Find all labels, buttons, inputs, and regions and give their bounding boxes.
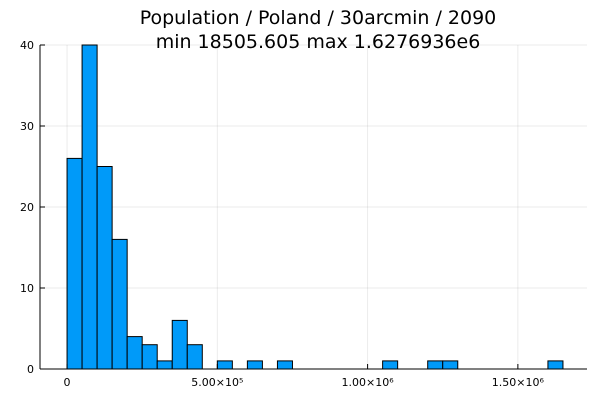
chart-subtitle: min 18505.605 max 1.6276936e6 xyxy=(156,31,481,53)
histogram-bar-12 xyxy=(382,360,399,370)
y-tick-label-0: 0 xyxy=(27,363,34,376)
x-tick-label-1: 5.00×10⁵ xyxy=(191,376,243,389)
histogram-bar-15 xyxy=(547,360,564,370)
y-axis-ticks: 0 10 20 30 40 xyxy=(20,39,45,376)
histogram-bar-10 xyxy=(246,360,263,370)
histogram-bar-11 xyxy=(276,360,293,370)
histogram-bar-14 xyxy=(442,360,459,370)
histogram-bar-2 xyxy=(96,166,113,370)
histogram-bar-3 xyxy=(111,238,128,370)
y-tick-label-3: 30 xyxy=(20,120,34,133)
x-axis-ticks: 0 5.00×10⁵ 1.00×10⁶ 1.50×10⁶ xyxy=(64,364,545,389)
y-tick-label-4: 40 xyxy=(20,39,34,52)
y-tick-label-1: 10 xyxy=(20,282,34,295)
chart-title: Population / Poland / 30arcmin / 2090 xyxy=(140,7,497,29)
x-tick-label-0: 0 xyxy=(64,376,71,389)
histogram-bar-5 xyxy=(141,344,158,370)
histogram-bar-4 xyxy=(126,336,143,370)
histogram-bar-0 xyxy=(66,157,83,370)
histogram-bar-1 xyxy=(81,44,98,370)
histogram-bars xyxy=(66,44,564,370)
histogram-bar-7 xyxy=(171,319,188,370)
histogram-bar-9 xyxy=(216,360,233,370)
x-tick-label-2: 1.00×10⁶ xyxy=(342,376,395,389)
histogram-bar-13 xyxy=(427,360,444,370)
x-tick-label-3: 1.50×10⁶ xyxy=(492,376,545,389)
histogram-bar-8 xyxy=(186,344,203,370)
histogram-bar-6 xyxy=(156,360,173,370)
y-tick-label-2: 20 xyxy=(20,201,34,214)
